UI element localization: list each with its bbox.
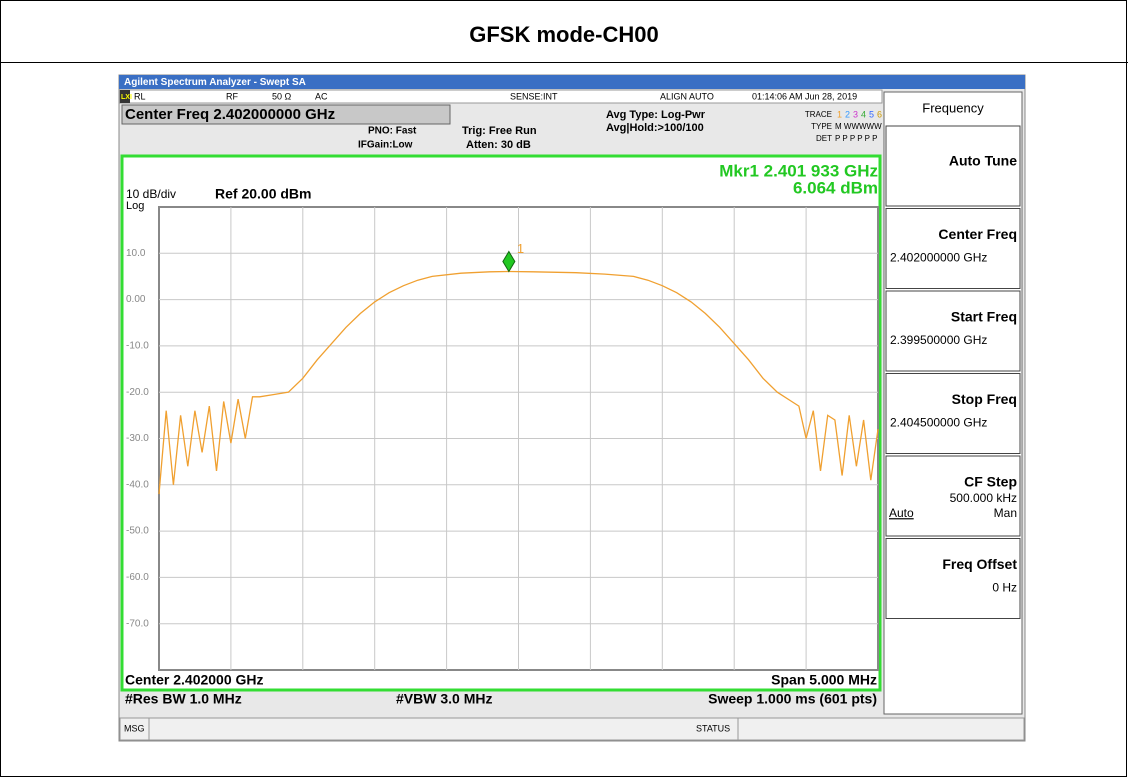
center-freq-box <box>121 104 451 125</box>
det-value: P P P P P P <box>835 134 877 143</box>
lxi-icon <box>120 90 130 103</box>
status: STATUS <box>696 723 730 733</box>
coupling: AC <box>315 91 328 101</box>
footer-sweep: Sweep 1.000 ms (601 pts) <box>708 691 877 707</box>
softkey-value: 2.404500000 GHz <box>890 416 987 430</box>
y-tick-label: -50.0 <box>126 526 149 537</box>
y-tick-label: -60.0 <box>126 572 149 583</box>
softkey-value: 2.402000000 GHz <box>890 251 987 265</box>
rl: RL <box>134 91 146 101</box>
marker-readout-freq: Mkr1 2.401 933 GHz <box>719 161 878 180</box>
softkey[interactable] <box>885 455 1021 537</box>
softkey-value: 0 Hz <box>992 581 1017 595</box>
type-label: TYPE <box>811 122 832 131</box>
marker-label: 1 <box>517 241 524 256</box>
y-tick-label: -20.0 <box>126 387 149 398</box>
lxi: LXI <box>121 94 132 101</box>
y-tick-label: -10.0 <box>126 341 149 352</box>
trace-number: 4 <box>861 109 866 119</box>
y-tick-label: -70.0 <box>126 618 149 629</box>
trace-number: 2 <box>845 109 850 119</box>
softkey-label: Stop Freq <box>952 391 1017 407</box>
pno: PNO: Fast <box>368 126 417 137</box>
atten: Atten: 30 dB <box>466 139 531 151</box>
trace-label: TRACE <box>805 110 832 119</box>
softkey[interactable] <box>885 208 1021 289</box>
softkey-label: Center Freq <box>938 226 1017 242</box>
ifgain: IFGain:Low <box>358 140 413 151</box>
message-bar <box>119 717 1025 741</box>
softkey[interactable] <box>885 538 1021 619</box>
y-tick-label: 0.00 <box>126 294 146 305</box>
datetime: 01:14:06 AM Jun 28, 2019 <box>752 91 857 101</box>
marker-readout-amp: 6.064 dBm <box>793 178 878 197</box>
title-bar <box>119 75 1025 89</box>
scale: 10 dB/div <box>126 187 176 201</box>
footer-rbw: #Res BW 1.0 MHz <box>125 691 242 707</box>
trace-number: 6 <box>877 109 882 119</box>
softkey-label: Auto Tune <box>949 153 1017 169</box>
softkey[interactable] <box>885 125 1021 207</box>
document-title: GFSK mode-CH00 <box>469 22 658 47</box>
footer-vbw: #VBW 3.0 MHz <box>396 691 492 707</box>
softkey-label: Freq Offset <box>942 556 1017 572</box>
softkey-menu: Frequency <box>922 100 984 115</box>
trace-number: 3 <box>853 109 858 119</box>
y-tick-label: -40.0 <box>126 479 149 490</box>
avg-type: Avg Type: Log-Pwr <box>606 109 706 121</box>
softkey-label: Start Freq <box>951 309 1017 325</box>
softkey-value: 500.000 kHz <box>950 491 1017 505</box>
impedance: 50 Ω <box>272 91 292 101</box>
scale-type: Log <box>126 200 144 212</box>
align: ALIGN AUTO <box>660 91 714 101</box>
footer-span: Span 5.000 MHz <box>771 672 877 688</box>
trace <box>158 270 879 495</box>
softkey-label: CF Step <box>964 474 1017 490</box>
msg: MSG <box>124 723 145 733</box>
sense: SENSE:INT <box>510 91 558 101</box>
window-title: Agilent Spectrum Analyzer - Swept SA <box>124 77 306 88</box>
softkey-option: Auto <box>889 506 914 520</box>
softkey[interactable] <box>885 373 1021 454</box>
marker <box>502 250 516 273</box>
avg-hold: Avg|Hold:>100/100 <box>606 122 704 134</box>
footer-center: Center 2.402000 GHz <box>125 672 264 688</box>
softkey-option: Man <box>994 506 1017 520</box>
trace-number: 1 <box>837 109 842 119</box>
det-label: DET <box>816 134 832 143</box>
center-freq: Center Freq 2.402000000 GHz <box>125 106 335 123</box>
trig: Trig: Free Run <box>462 125 537 137</box>
trace-number: 5 <box>869 109 874 119</box>
type-value: M WWWWW <box>835 122 882 131</box>
y-tick-label: 10.0 <box>126 248 146 259</box>
rf: RF <box>226 91 238 101</box>
softkey[interactable] <box>885 290 1021 372</box>
ref-level: Ref 20.00 dBm <box>215 186 311 202</box>
y-tick-label: -30.0 <box>126 433 149 444</box>
softkey-value: 2.399500000 GHz <box>890 333 987 347</box>
